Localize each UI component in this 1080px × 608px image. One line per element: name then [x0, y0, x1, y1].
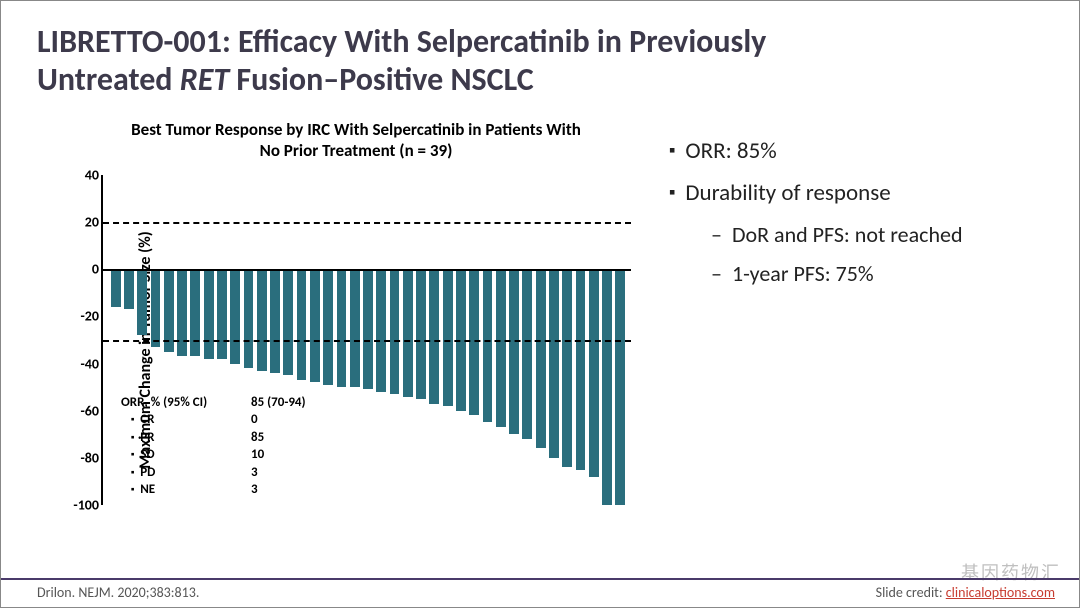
overlay-row-val: 0: [251, 411, 331, 429]
title-line-1: LIBRETTO-001: Efficacy With Selpercatini…: [37, 22, 766, 61]
waterfall-bar: [589, 269, 599, 476]
waterfall-bar: [151, 269, 161, 347]
waterfall-bar: [469, 269, 479, 415]
bullets: ORR: 85% Durability of response DoR and …: [651, 109, 1051, 536]
waterfall-bar: [204, 269, 214, 359]
waterfall-bar: [390, 269, 400, 394]
footer-citation: Drilon. NEJM. 2020;383:813.: [37, 584, 199, 601]
waterfall-bar: [615, 269, 625, 505]
title-line-2b: Fusion–Positive NSCLC: [229, 60, 534, 99]
waterfall-bar: [536, 269, 546, 448]
waterfall-bar: [549, 269, 559, 458]
waterfall-bar: [602, 269, 612, 505]
footer-credit-link[interactable]: clinicaloptions.com: [946, 584, 1055, 601]
content-row: Best Tumor Response by IRC With Selperca…: [1, 109, 1079, 536]
waterfall-bar: [137, 269, 147, 335]
bullet-dor: DoR and PFS: not reached: [711, 221, 1043, 248]
waterfall-bar: [190, 269, 200, 356]
waterfall-bar: [270, 269, 280, 373]
waterfall-bar: [283, 269, 293, 375]
reference-line: [103, 340, 631, 342]
overlay-row: SD10: [121, 446, 331, 464]
waterfall-bar: [244, 269, 254, 368]
bullet-orr: ORR: 85%: [669, 137, 1043, 165]
reference-line: [103, 222, 631, 224]
overlay-row: PR85: [121, 429, 331, 447]
ytick-label: 40: [59, 167, 99, 184]
waterfall-bar: [124, 269, 134, 309]
ytick-label: -60: [59, 402, 99, 419]
waterfall-bar: [522, 269, 532, 439]
waterfall-bar: [376, 269, 386, 392]
overlay-stats-table: ORR, % (95% CI) 85 (70-94) CR0PR85SD10PD…: [121, 394, 331, 499]
chart-region: Best Tumor Response by IRC With Selperca…: [11, 109, 651, 536]
waterfall-bar: [562, 269, 572, 467]
waterfall-bar: [297, 269, 307, 380]
overlay-row: PD3: [121, 464, 331, 482]
overlay-head-key: ORR, % (95% CI): [121, 394, 251, 412]
overlay-row: NE3: [121, 481, 331, 499]
overlay-row-key: SD: [121, 446, 251, 464]
overlay-rows: CR0PR85SD10PD3NE3: [121, 411, 331, 499]
footer-credit-prefix: Slide credit:: [876, 584, 946, 601]
ytick-label: -80: [59, 449, 99, 466]
waterfall-bar: [230, 269, 240, 363]
waterfall-bar: [177, 269, 187, 356]
waterfall-bar: [483, 269, 493, 422]
waterfall-bar: [217, 269, 227, 359]
waterfall-bar: [403, 269, 413, 396]
overlay-row-key: CR: [121, 411, 251, 429]
waterfall-bar: [337, 269, 347, 387]
footer: Drilon. NEJM. 2020;383:813. Slide credit…: [1, 578, 1079, 601]
ytick-labels: 40200-20-40-60-80-100: [71, 175, 99, 505]
overlay-row-val: 10: [251, 446, 331, 464]
waterfall-bar: [310, 269, 320, 382]
title-ret-italic: RET: [180, 60, 229, 99]
overlay-row-key: PR: [121, 429, 251, 447]
waterfall-bar: [496, 269, 506, 427]
ytick-label: 20: [59, 214, 99, 231]
ytick-label: 0: [59, 261, 99, 278]
waterfall-bar: [416, 269, 426, 399]
waterfall-bar: [111, 269, 121, 307]
overlay-row-key: PD: [121, 464, 251, 482]
waterfall-bar: [363, 269, 373, 389]
overlay-row-key: NE: [121, 481, 251, 499]
overlay-head-val: 85 (70-94): [251, 394, 331, 412]
waterfall-bar: [509, 269, 519, 434]
overlay-row-val: 85: [251, 429, 331, 447]
waterfall-bar: [323, 269, 333, 385]
bullet-1yr-pfs: 1-year PFS: 75%: [711, 260, 1043, 287]
chart-title: Best Tumor Response by IRC With Selperca…: [11, 109, 651, 166]
overlay-row-val: 3: [251, 464, 331, 482]
slide-title: LIBRETTO-001: Efficacy With Selpercatini…: [1, 1, 1079, 109]
slide: LIBRETTO-001: Efficacy With Selpercatini…: [0, 0, 1080, 608]
overlay-row: CR0: [121, 411, 331, 429]
footer-credit: Slide credit: clinicaloptions.com: [876, 584, 1055, 601]
ytick-label: -40: [59, 355, 99, 372]
ytick-label: -20: [59, 308, 99, 325]
waterfall-bar: [350, 269, 360, 387]
waterfall-bar: [576, 269, 586, 469]
overlay-head: ORR, % (95% CI) 85 (70-94): [121, 394, 331, 412]
waterfall-bar: [429, 269, 439, 403]
ytick-label: -100: [59, 497, 99, 514]
zero-line: [103, 269, 631, 271]
waterfall-bar: [443, 269, 453, 406]
overlay-row-val: 3: [251, 481, 331, 499]
title-line-2a: Untreated: [37, 60, 180, 99]
bullet-durability: Durability of response: [669, 179, 1043, 207]
plot-outer: Maximum Change in Tumor Size (%) 40200-2…: [31, 165, 641, 535]
waterfall-bar: [257, 269, 267, 370]
